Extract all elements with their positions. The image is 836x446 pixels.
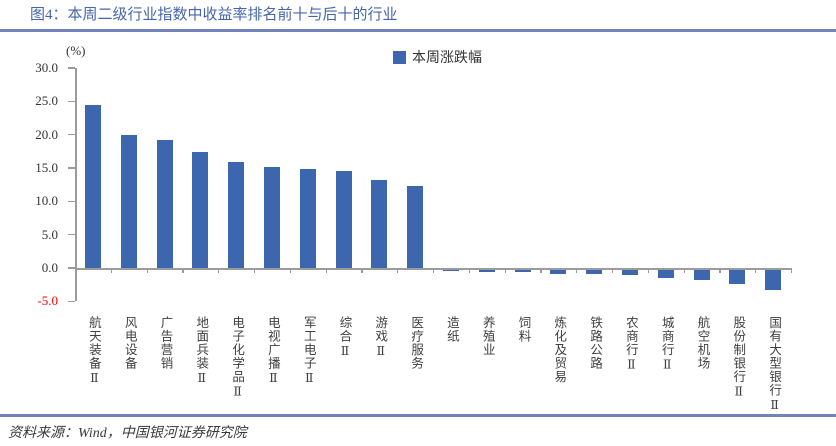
bar — [550, 269, 567, 274]
bar — [657, 269, 674, 278]
y-tick-label: 20.0 — [35, 126, 58, 142]
x-category-label: 炼化及贸易 — [552, 316, 567, 384]
x-category-label: 军工电子Ⅱ — [301, 316, 316, 386]
x-axis-tick — [683, 268, 685, 273]
bar — [84, 104, 101, 268]
y-axis-line — [75, 68, 77, 302]
bar — [693, 269, 710, 281]
y-axis-tick — [68, 300, 75, 303]
x-category-label: 养殖业 — [480, 316, 495, 357]
bar — [192, 152, 209, 268]
bar — [263, 167, 280, 268]
y-tick-label: 30.0 — [35, 60, 58, 75]
x-axis-tick — [540, 268, 542, 273]
x-axis-tick — [75, 268, 77, 273]
x-axis-tick — [146, 268, 148, 273]
x-category-label: 游戏Ⅱ — [373, 316, 388, 359]
bar — [228, 162, 245, 268]
y-axis-tick — [68, 67, 75, 69]
x-category-label: 铁路公路 — [588, 316, 603, 370]
x-axis-tick — [433, 268, 435, 273]
x-axis-tick — [289, 268, 292, 273]
x-category-label: 电视广播Ⅱ — [265, 316, 280, 386]
x-axis-tick — [755, 268, 757, 273]
x-axis-tick — [254, 268, 256, 273]
x-category-label: 医疗服务 — [409, 316, 424, 370]
y-axis-tick — [68, 234, 75, 236]
x-axis-tick — [791, 268, 793, 273]
x-category-label: 广告营销 — [158, 316, 173, 370]
figure-title: 图4：本周二级行业指数中收益率排名前十与后十的行业 — [30, 7, 398, 23]
bar — [621, 269, 638, 275]
legend-swatch-icon — [393, 50, 406, 64]
y-tick-label: 0.0 — [41, 260, 58, 275]
y-axis-tick — [68, 267, 75, 269]
x-axis-tick — [361, 268, 363, 273]
x-category-label: 饲料 — [516, 316, 531, 343]
bar — [586, 269, 603, 274]
y-axis-unit-label: (%) — [66, 43, 86, 58]
bar — [442, 269, 459, 271]
y-axis-tick — [68, 167, 75, 169]
footer-divider — [0, 414, 836, 417]
bar — [765, 269, 782, 290]
x-axis-tick — [182, 268, 184, 273]
bar — [371, 180, 388, 268]
x-category-label: 股份制银行Ⅱ — [731, 316, 746, 400]
x-category-label: 风电设备 — [122, 316, 137, 370]
x-category-label: 农商行Ⅱ — [623, 316, 638, 373]
legend-label: 本周涨跌幅 — [412, 51, 482, 66]
x-category-label: 电子化学品Ⅱ — [230, 316, 245, 400]
x-axis-tick — [647, 268, 650, 273]
x-axis-tick — [576, 268, 578, 273]
x-axis-tick — [325, 268, 327, 273]
x-category-label: 航空机场 — [695, 316, 710, 370]
bar — [729, 269, 746, 285]
bar — [299, 168, 316, 268]
y-axis-tick — [68, 200, 75, 203]
chart-legend: 本周涨跌幅 — [393, 48, 482, 66]
x-axis-tick — [612, 268, 614, 273]
x-axis-tick — [468, 268, 471, 273]
bar — [335, 171, 352, 268]
x-category-label: 造纸 — [444, 316, 459, 343]
y-tick-label: 25.0 — [35, 93, 58, 109]
y-axis-tick — [68, 100, 75, 103]
x-axis-tick — [218, 268, 220, 273]
x-category-label: 航天装备Ⅱ — [86, 316, 101, 386]
x-axis-tick — [110, 268, 113, 273]
x-axis-tick — [719, 268, 721, 273]
bar — [514, 269, 531, 273]
title-divider — [0, 29, 836, 32]
x-category-label: 地面兵装Ⅱ — [194, 316, 209, 386]
y-tick-label: -5.0 — [37, 293, 58, 309]
x-axis-tick — [397, 268, 399, 273]
y-tick-label: 15.0 — [35, 160, 58, 175]
x-category-label: 城商行Ⅱ — [659, 316, 674, 373]
y-axis-tick — [68, 134, 75, 136]
bar — [156, 140, 173, 268]
x-category-label: 综合Ⅱ — [337, 316, 352, 359]
x-category-label: 国有大型银行Ⅱ — [767, 316, 782, 413]
source-note: 资料来源：Wind，中国银河证券研究院 — [8, 426, 247, 441]
y-tick-label: 10.0 — [35, 193, 58, 209]
x-axis-tick — [504, 268, 506, 273]
bar — [407, 186, 424, 268]
bar — [120, 134, 137, 268]
bar — [478, 269, 495, 273]
y-tick-label: 5.0 — [41, 226, 58, 242]
